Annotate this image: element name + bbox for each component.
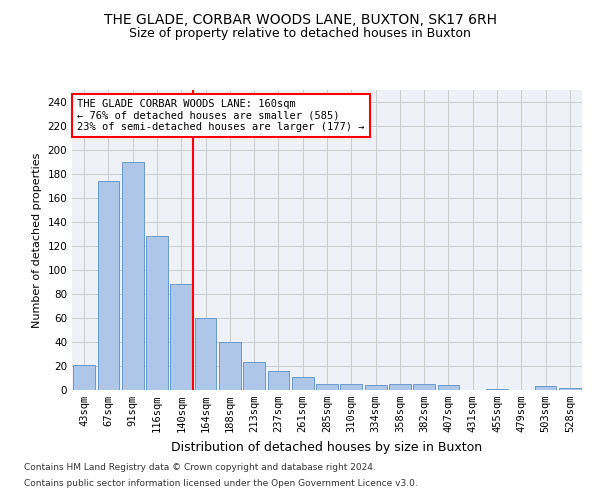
Text: Size of property relative to detached houses in Buxton: Size of property relative to detached ho… (129, 28, 471, 40)
Bar (535, 386, 556, 390)
Bar (437, 385, 460, 390)
Bar (389, 384, 411, 390)
Bar (97, 181, 119, 390)
Bar (146, 236, 168, 390)
Bar (268, 371, 289, 390)
Y-axis label: Number of detached properties: Number of detached properties (32, 152, 42, 328)
Text: THE GLADE, CORBAR WOODS LANE, BUXTON, SK17 6RH: THE GLADE, CORBAR WOODS LANE, BUXTON, SK… (104, 12, 497, 26)
Bar (292, 377, 314, 390)
Bar (73, 365, 95, 390)
Bar (170, 284, 192, 390)
Bar (559, 388, 581, 390)
Text: THE GLADE CORBAR WOODS LANE: 160sqm
← 76% of detached houses are smaller (585)
2: THE GLADE CORBAR WOODS LANE: 160sqm ← 76… (77, 99, 365, 132)
Bar (316, 384, 338, 390)
Text: Contains HM Land Registry data © Crown copyright and database right 2024.: Contains HM Land Registry data © Crown c… (24, 464, 376, 472)
Bar (219, 342, 241, 390)
Bar (243, 362, 265, 390)
Bar (365, 385, 386, 390)
Bar (122, 162, 143, 390)
Bar (413, 384, 435, 390)
Text: Contains public sector information licensed under the Open Government Licence v3: Contains public sector information licen… (24, 478, 418, 488)
Bar (194, 318, 217, 390)
X-axis label: Distribution of detached houses by size in Buxton: Distribution of detached houses by size … (172, 440, 482, 454)
Bar (340, 384, 362, 390)
Bar (486, 389, 508, 390)
